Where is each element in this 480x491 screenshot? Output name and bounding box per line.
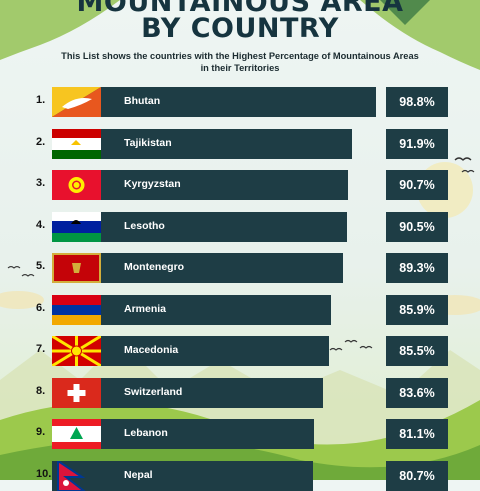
subtitle-line-1: This List shows the countries with the H… bbox=[61, 51, 419, 61]
switzerland-flag-icon bbox=[52, 377, 101, 408]
value-label: 98.8% bbox=[386, 87, 448, 117]
country-label: Nepal bbox=[124, 468, 153, 481]
page-subtitle: This List shows the countries with the H… bbox=[40, 50, 440, 74]
rank-label: 7. bbox=[36, 343, 46, 355]
bar-lesotho bbox=[52, 211, 347, 242]
country-label: Lesotho bbox=[124, 219, 165, 232]
nepal-flag-icon bbox=[52, 460, 101, 491]
lesotho-flag-icon bbox=[52, 211, 101, 242]
country-label: Lebanon bbox=[124, 427, 168, 439]
value-label: 81.1% bbox=[386, 419, 448, 449]
rank-label: 1. bbox=[36, 94, 46, 106]
armenia-flag-icon bbox=[52, 294, 101, 325]
country-label: Montenegro bbox=[124, 261, 185, 273]
table-row: 8. Switzerland 83.6% bbox=[0, 377, 480, 408]
value-label: 89.3% bbox=[386, 253, 448, 283]
value-label: 85.5% bbox=[386, 336, 448, 366]
table-row: 9. Lebanon 81.1% bbox=[0, 419, 480, 449]
value-label: 90.5% bbox=[386, 211, 448, 242]
value-label: 91.9% bbox=[386, 128, 448, 159]
rank-label: 4. bbox=[36, 218, 46, 231]
rank-label: 2. bbox=[36, 135, 46, 148]
country-label: Tajikistan bbox=[124, 136, 172, 149]
table-row: 10. Nepal 80.7% bbox=[0, 460, 480, 491]
lebanon-flag-icon bbox=[52, 419, 101, 449]
country-label: Macedonia bbox=[124, 344, 179, 356]
rank-label: 8. bbox=[36, 384, 46, 397]
table-row: 7. Macedonia 85.5% bbox=[0, 336, 480, 366]
rank-label: 3. bbox=[36, 177, 46, 189]
value-label: 85.9% bbox=[386, 294, 448, 325]
rank-label: 10. bbox=[36, 467, 52, 480]
country-bar-chart: 1. Bhutan 98.8% 2. Tajikistan 91.9% 3. Kyrgyzst… bbox=[0, 87, 480, 491]
value-label: 83.6% bbox=[386, 377, 448, 408]
rank-label: 9. bbox=[36, 426, 46, 438]
country-label: Kyrgyzstan bbox=[124, 178, 181, 190]
table-row: 5. Montenegro 89.3% bbox=[0, 253, 480, 283]
macedonia-flag-icon bbox=[52, 336, 101, 366]
country-label: Switzerland bbox=[124, 385, 183, 398]
bhutan-flag-icon bbox=[52, 87, 101, 117]
table-row: 2. Tajikistan 91.9% bbox=[0, 128, 480, 159]
value-label: 80.7% bbox=[386, 460, 448, 491]
tajikistan-flag-icon bbox=[52, 128, 101, 159]
bar-tajikistan bbox=[52, 128, 352, 159]
value-label: 90.7% bbox=[386, 170, 448, 200]
page-title-line-2: BY COUNTRY bbox=[141, 13, 339, 44]
rank-label: 5. bbox=[36, 260, 46, 272]
page-title-line-1: MOUNTAINOUS AREA bbox=[76, 0, 404, 18]
table-row: 3. Kyrgyzstan 90.7% bbox=[0, 170, 480, 200]
table-row: 1. Bhutan 98.8% bbox=[0, 87, 480, 117]
table-row: 6. Armenia 85.9% bbox=[0, 294, 480, 325]
table-row: 4. Lesotho 90.5% bbox=[0, 211, 480, 242]
rank-label: 6. bbox=[36, 301, 46, 314]
kyrgyzstan-flag-icon bbox=[52, 170, 101, 200]
country-label: Armenia bbox=[124, 302, 167, 315]
montenegro-flag-icon bbox=[52, 253, 101, 283]
bar-bhutan bbox=[52, 87, 376, 117]
bar-kyrgyzstan bbox=[52, 170, 348, 200]
country-label: Bhutan bbox=[124, 95, 161, 107]
subtitle-line-2: in their Territories bbox=[200, 63, 280, 73]
